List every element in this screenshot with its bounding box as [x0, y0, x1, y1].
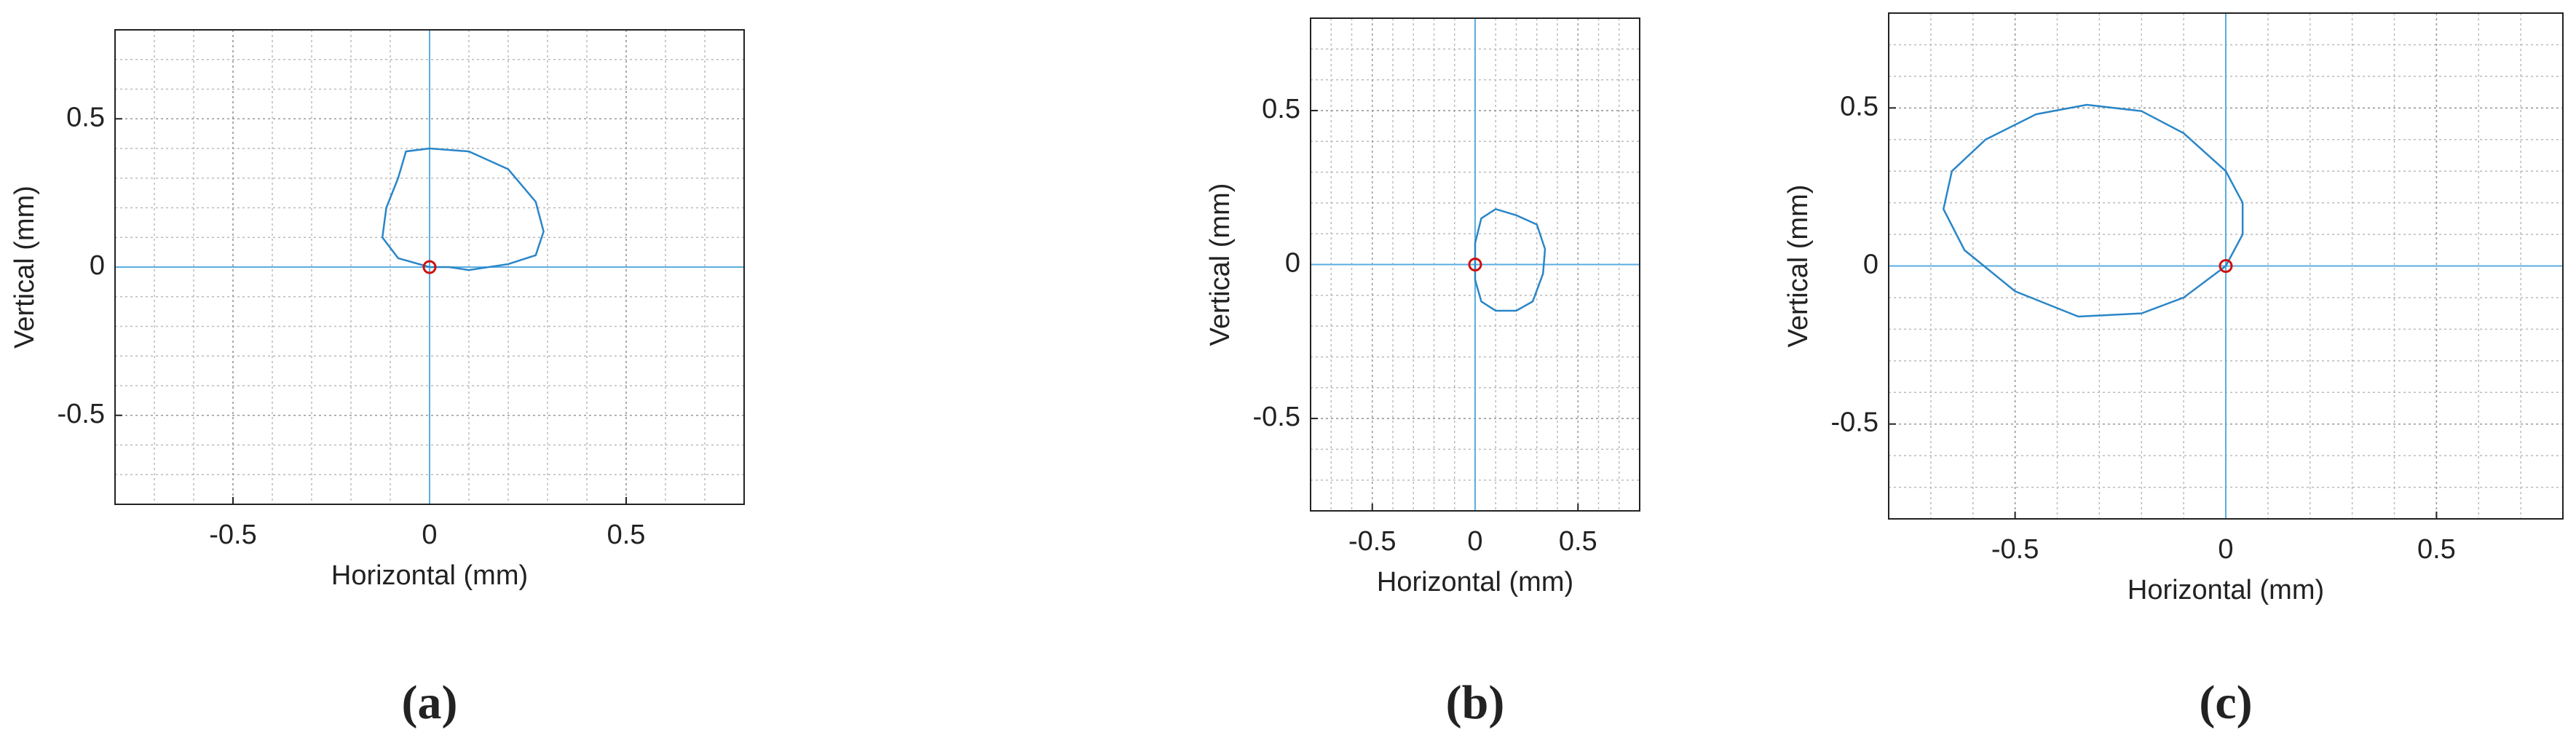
panel-caption: (a) [402, 676, 458, 729]
x-tick-label: 0.5 [1559, 526, 1597, 557]
orbit-line [1474, 207, 1546, 312]
orbit-line [1942, 103, 2244, 318]
y-tick-label: 0 [1285, 248, 1300, 279]
y-tick-label: -0.5 [1831, 408, 1878, 438]
panel-caption: (b) [1446, 676, 1505, 729]
origin-marker [2219, 259, 2233, 273]
x-tick-label: 0.5 [607, 520, 646, 550]
y-tick-label: -0.5 [58, 399, 105, 429]
y-axis-label: Vertical (mm) [9, 186, 40, 349]
x-tick-label: 0 [2218, 534, 2233, 565]
origin-marker [422, 260, 437, 274]
x-tick-label: -0.5 [1348, 526, 1396, 557]
x-tick-label: -0.5 [1991, 534, 2039, 565]
x-tick-label: 0 [422, 520, 437, 550]
chart-panel: -0.5 0 0.5 -0.5 0 0.5 Horizontal (mm) Vertical … [9, 29, 745, 729]
plot-frame [1888, 12, 2564, 520]
y-tick-label: 0 [1863, 250, 1878, 280]
plot-frame [1310, 17, 1640, 512]
y-axis-label: Vertical (mm) [1205, 183, 1236, 346]
x-tick-label: 0.5 [2417, 534, 2456, 565]
x-axis-label: Horizontal (mm) [2127, 575, 2324, 605]
x-axis-label: Horizontal (mm) [1377, 567, 1573, 597]
orbit-line [381, 147, 545, 271]
chart-panel: -0.5 0 0.5 -0.5 0 0.5 Horizontal (mm) Vertical … [1205, 17, 1640, 729]
y-tick-label: 0.5 [1840, 91, 1878, 122]
origin-marker [1468, 258, 1482, 271]
y-axis-label: Vertical (mm) [1783, 185, 1814, 348]
panel-caption: (c) [2199, 676, 2252, 729]
y-tick-label: -0.5 [1253, 402, 1300, 432]
x-tick-label: -0.5 [209, 520, 256, 550]
y-tick-label: 0 [90, 250, 105, 281]
x-tick-label: 0 [1467, 526, 1482, 557]
chart-panel: -0.5 0 0.5 -0.5 0 0.5 Horizontal (mm) Vertical … [1783, 12, 2564, 729]
y-tick-label: 0.5 [66, 102, 105, 132]
x-axis-label: Horizontal (mm) [331, 560, 528, 591]
y-tick-label: 0.5 [1262, 94, 1300, 124]
plot-frame [114, 29, 745, 505]
